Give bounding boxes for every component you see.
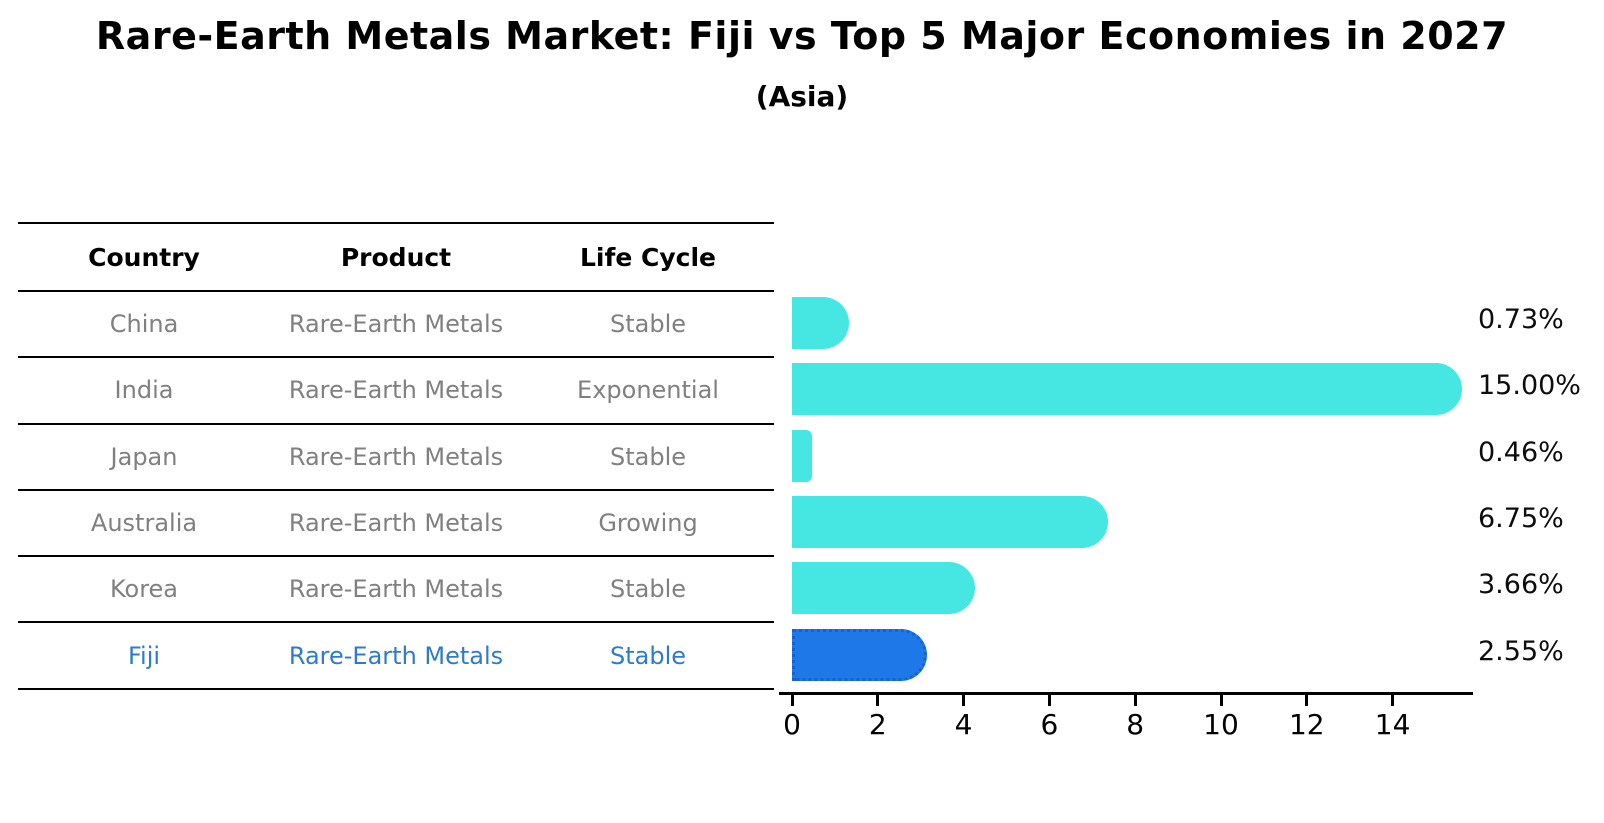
x-axis-tick bbox=[962, 695, 966, 706]
x-axis-tick bbox=[790, 695, 794, 706]
value-label: 0.46% bbox=[1478, 436, 1564, 468]
value-label: 6.75% bbox=[1478, 503, 1564, 535]
value-label: 15.00% bbox=[1478, 370, 1581, 402]
x-axis-tick bbox=[876, 695, 880, 706]
table-row: Japan Rare-Earth Metals Stable bbox=[18, 425, 774, 491]
x-axis-tick-label: 10 bbox=[1203, 708, 1239, 741]
table-row: Australia Rare-Earth Metals Growing bbox=[18, 491, 774, 558]
product-cell: Rare-Earth Metals bbox=[288, 376, 504, 405]
country-cell: Fiji bbox=[127, 641, 161, 670]
value-label: 3.66% bbox=[1478, 569, 1564, 601]
x-axis-tick-label: 12 bbox=[1288, 708, 1325, 741]
table-row: Korea Rare-Earth Metals Stable bbox=[18, 557, 774, 624]
column-header: Life Cycle bbox=[579, 242, 717, 272]
country-cell: Japan bbox=[110, 442, 178, 471]
table-row: China Rare-Earth Metals Stable bbox=[18, 292, 774, 359]
x-axis-tick bbox=[1219, 695, 1223, 706]
life-cycle-cell: Growing bbox=[598, 509, 698, 538]
product-cell: Rare-Earth Metals bbox=[288, 641, 504, 670]
x-axis-tick bbox=[1305, 695, 1309, 706]
x-axis-tick-label: 0 bbox=[783, 708, 801, 741]
x-axis-tick-label: 2 bbox=[868, 708, 887, 741]
bar-china bbox=[792, 297, 850, 350]
column-header: Product bbox=[340, 242, 452, 272]
life-cycle-cell: Stable bbox=[609, 442, 687, 471]
x-axis-line bbox=[779, 692, 1473, 695]
chart-title: Rare-Earth Metals Market: Fiji vs Top 5 … bbox=[95, 14, 1509, 58]
value-label: 0.73% bbox=[1478, 304, 1564, 336]
bar-fiji-highlighted bbox=[792, 628, 928, 681]
table-row: India Rare-Earth Metals Exponential bbox=[18, 358, 774, 425]
bar-korea bbox=[792, 562, 975, 615]
country-cell: Korea bbox=[109, 575, 179, 604]
product-cell: Rare-Earth Metals bbox=[288, 310, 504, 339]
product-cell: Rare-Earth Metals bbox=[288, 575, 504, 604]
product-cell: Rare-Earth Metals bbox=[288, 509, 504, 538]
x-axis-tick bbox=[1047, 695, 1051, 706]
product-cell: Rare-Earth Metals bbox=[288, 442, 504, 471]
country-cell: China bbox=[109, 310, 179, 339]
life-cycle-cell: Stable bbox=[609, 641, 687, 670]
x-axis-tick-label: 6 bbox=[1040, 708, 1059, 741]
x-axis-tick-label: 8 bbox=[1126, 708, 1145, 741]
x-axis-tick-label: 14 bbox=[1374, 708, 1411, 741]
x-axis-tick bbox=[1133, 695, 1137, 706]
country-data-table: Country Product Life Cycle China Rare-Earth … bbox=[18, 222, 774, 690]
table-row: Fiji Rare-Earth Metals Stable bbox=[18, 623, 774, 690]
life-cycle-cell: Stable bbox=[609, 575, 687, 604]
value-label: 2.55% bbox=[1478, 635, 1564, 667]
bar-australia bbox=[792, 496, 1108, 549]
x-axis-tick-label: 4 bbox=[954, 708, 973, 741]
country-cell: India bbox=[114, 376, 174, 405]
table-header-row: Country Product Life Cycle bbox=[18, 224, 774, 292]
x-axis-tick bbox=[1391, 695, 1395, 706]
bar-india bbox=[792, 363, 1462, 416]
bar-japan bbox=[792, 429, 812, 482]
life-cycle-cell: Stable bbox=[609, 310, 687, 339]
life-cycle-cell: Exponential bbox=[577, 376, 719, 405]
column-header: Country bbox=[88, 242, 200, 272]
chart-subtitle: (Asia) bbox=[755, 80, 849, 113]
country-cell: Australia bbox=[90, 509, 198, 538]
